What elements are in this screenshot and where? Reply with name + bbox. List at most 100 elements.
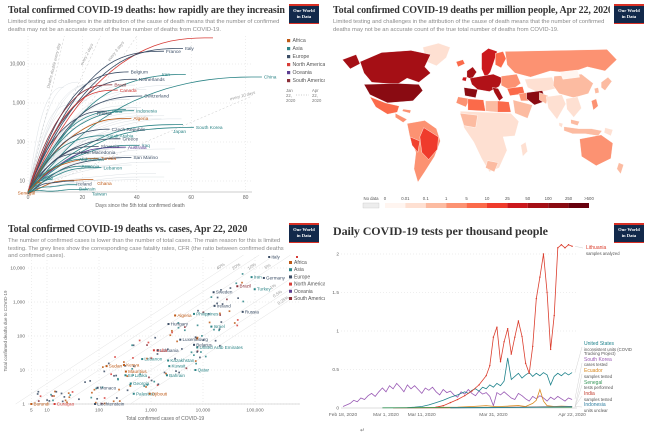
scatter-point[interactable] <box>194 360 197 362</box>
scatter-point-label[interactable]: Russia <box>245 309 259 314</box>
scatter-point[interactable] <box>126 389 129 392</box>
series-line-saudi-arabia[interactable] <box>27 135 105 195</box>
scatter-point[interactable] <box>163 371 166 374</box>
legend-item-south_america[interactable]: South America <box>293 78 326 84</box>
legend-item-europe[interactable]: Europe <box>293 54 310 60</box>
map-region-algeria[interactable] <box>467 98 486 112</box>
legend-item-south_america[interactable]: South America <box>294 296 325 302</box>
scatter-point-label[interactable]: Qatar <box>198 368 210 373</box>
series-line-indonesia[interactable] <box>450 406 573 409</box>
map-region-iberia[interactable] <box>463 87 478 99</box>
scatter-point[interactable] <box>196 336 199 339</box>
series-line-russia[interactable] <box>27 110 107 194</box>
scatter-point-monaco[interactable] <box>96 386 99 389</box>
scatter-point[interactable] <box>146 344 148 346</box>
owid-logo[interactable]: Our World in Data <box>614 223 644 243</box>
scatter-point-label[interactable]: Lithuania <box>160 348 179 353</box>
scatter-point-label[interactable]: Luxembourg <box>182 337 208 342</box>
map-region-philippines[interactable] <box>591 98 599 111</box>
scatter-point[interactable] <box>54 390 56 393</box>
daily-tests-chart[interactable]: 0 0.5 1 1.5 2 Feb 18, 2020 Mar 1, 2020 Mar 11, … <box>325 219 650 439</box>
scatter-point-label[interactable]: Monaco <box>100 385 117 390</box>
series-label[interactable]: Italy <box>185 46 194 52</box>
scatter-point-label[interactable]: Sudan <box>109 364 123 369</box>
scatter-point-germany[interactable] <box>262 276 265 279</box>
scatter-point-belarus[interactable] <box>193 343 196 346</box>
scatter-point[interactable] <box>219 344 221 347</box>
scatter-point-cuba[interactable] <box>152 349 155 352</box>
legend-item-oceania[interactable]: Oceania <box>294 289 313 295</box>
scatter-point-curaçao[interactable] <box>53 403 56 405</box>
map-region-caribbean[interactable] <box>401 108 412 114</box>
scatter-point[interactable] <box>221 303 224 305</box>
scatter-point-label[interactable]: Sri Lanka <box>128 373 148 378</box>
scatter-point[interactable] <box>103 370 106 373</box>
map-region-indonesia[interactable] <box>563 126 603 137</box>
series-label[interactable]: Greece <box>122 136 138 142</box>
scatter-point[interactable] <box>123 361 125 363</box>
legend-item-asia[interactable]: Asia <box>293 46 303 52</box>
scatter-point-label[interactable]: Kazakhstan <box>170 358 194 363</box>
scatter-point[interactable] <box>64 399 67 402</box>
scatter-point[interactable] <box>118 400 121 402</box>
map-region-scandinavia[interactable] <box>481 48 498 79</box>
scatter-point-label[interactable]: Palestine <box>136 391 155 396</box>
series-label[interactable]: Taiwan <box>92 191 107 197</box>
scatter-point[interactable] <box>202 339 205 341</box>
scatter-point[interactable] <box>219 314 222 316</box>
scatter-point[interactable] <box>214 339 217 342</box>
map-region-sri-lanka[interactable] <box>558 122 564 128</box>
map-region-brazil[interactable] <box>419 127 439 160</box>
scatter-point[interactable] <box>131 367 134 370</box>
deaths-vs-cases-chart[interactable]: 5 10 100 1,000 10,000 100,000 1 10 100 1,000 10,00… <box>0 219 325 439</box>
series-label[interactable]: Ghana <box>97 181 112 187</box>
series-label[interactable]: Iran <box>162 72 171 78</box>
scatter-point[interactable] <box>115 374 118 377</box>
scatter-point-united-states[interactable] <box>296 256 298 258</box>
series-label[interactable]: Armenia <box>82 164 100 170</box>
series-line-canada[interactable] <box>27 89 118 192</box>
series-line-lithuania[interactable] <box>436 244 573 408</box>
series-label[interactable]: Saudi Arabia <box>106 134 134 140</box>
scatter-point-brazil[interactable] <box>236 285 239 288</box>
scatter-point-label[interactable]: Algeria <box>177 313 192 318</box>
legend-item-north_america[interactable]: North America <box>294 282 325 288</box>
scatter-point[interactable] <box>196 337 198 340</box>
scatter-point-label[interactable]: Kuwait <box>171 364 186 369</box>
scatter-point[interactable] <box>233 322 236 324</box>
scatter-point-sudan[interactable] <box>105 365 108 368</box>
series-line-lebanon[interactable] <box>27 167 102 192</box>
scatter-point-bahrain[interactable] <box>165 374 168 377</box>
scatter-point-label[interactable]: Liechtenstein <box>97 402 125 407</box>
series-label[interactable]: Kuwait <box>38 175 53 181</box>
legend-item-africa[interactable]: Africa <box>294 260 307 266</box>
scatter-point-label[interactable]: Curaçao <box>57 402 75 407</box>
legend-entry-senegal[interactable]: Senegal tests performed <box>584 380 648 391</box>
series-label[interactable]: Switzerland <box>144 94 169 100</box>
scatter-point-djibouti[interactable] <box>148 392 151 395</box>
series-line-united-states[interactable] <box>407 357 573 409</box>
scatter-point[interactable] <box>236 324 239 327</box>
map-region-iceland[interactable] <box>455 59 466 68</box>
scatter-point[interactable] <box>110 373 113 376</box>
scatter-point[interactable] <box>117 378 119 381</box>
scatter-point-mauritius[interactable] <box>124 370 127 373</box>
map-region-pakistan[interactable] <box>539 92 549 105</box>
series-line-brazil[interactable] <box>27 84 113 192</box>
series-line-japan[interactable] <box>27 124 184 192</box>
scatter-point-georgia[interactable] <box>129 382 132 385</box>
scatter-point-label[interactable]: United Arab Emirates <box>199 345 243 350</box>
map-region-libya[interactable] <box>485 100 498 113</box>
scatter-point[interactable] <box>183 329 186 332</box>
scatter-point[interactable] <box>199 356 201 359</box>
scatter-point[interactable] <box>93 388 96 391</box>
legend-entry-india[interactable]: India samples tested <box>584 392 648 402</box>
series-label[interactable]: Czech Republic <box>112 127 146 133</box>
scatter-point[interactable] <box>36 393 39 395</box>
scatter-point[interactable] <box>95 387 98 390</box>
series-line-australia[interactable] <box>27 146 126 192</box>
deaths-map-chart[interactable]: No data 0 0.01 0.1 1 5 10 25 50 100 250 >500 <box>325 0 650 219</box>
scatter-point[interactable] <box>208 321 211 324</box>
series-label[interactable]: Iraq <box>142 143 151 149</box>
scatter-point[interactable] <box>193 354 195 357</box>
